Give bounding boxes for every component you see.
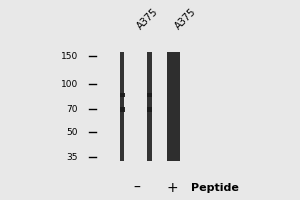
Text: 50: 50 — [67, 128, 78, 137]
Text: –: – — [133, 181, 140, 195]
Bar — [120, 52, 124, 161]
Text: A375: A375 — [173, 6, 198, 31]
Bar — [124, 93, 147, 112]
Text: 150: 150 — [61, 52, 78, 61]
Bar — [147, 52, 152, 161]
Text: A375: A375 — [136, 6, 161, 31]
Bar — [124, 112, 147, 161]
Text: Peptide: Peptide — [190, 183, 238, 193]
Bar — [124, 52, 147, 93]
Bar — [120, 107, 152, 112]
Bar — [120, 93, 152, 97]
Text: 35: 35 — [67, 153, 78, 162]
Text: 70: 70 — [67, 105, 78, 114]
Text: 100: 100 — [61, 80, 78, 89]
Text: +: + — [167, 181, 178, 195]
Bar — [167, 52, 180, 161]
